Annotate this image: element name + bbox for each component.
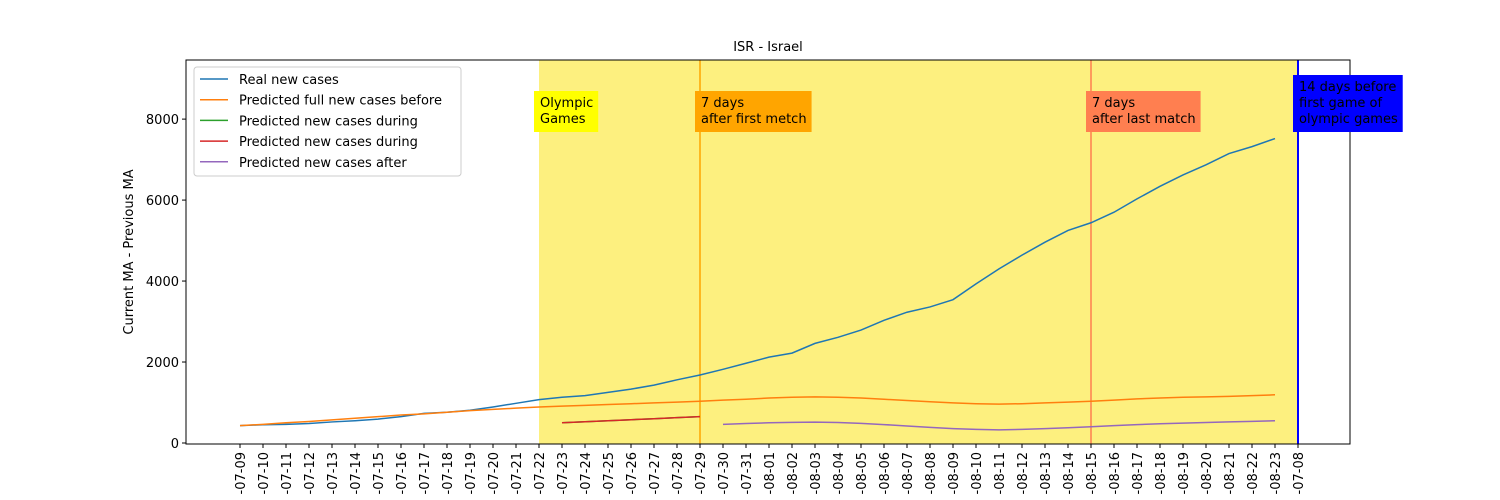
legend-box bbox=[193, 66, 462, 177]
plot-frame bbox=[185, 59, 1351, 445]
legend-label: Predicted new cases during bbox=[239, 135, 418, 150]
x-tick-label: -07-26 bbox=[625, 452, 640, 494]
legend-label: Real new cases bbox=[239, 73, 339, 88]
x-tick-label: -08-22 bbox=[1246, 452, 1261, 494]
series-line bbox=[561, 415, 701, 424]
y-tick-label: 6000 bbox=[146, 194, 179, 209]
x-tick-label: -08-04 bbox=[832, 452, 847, 494]
x-tick-label: -07-24 bbox=[579, 452, 594, 494]
x-tick-label: -08-21 bbox=[1223, 452, 1238, 494]
annotation-text: olympic games bbox=[1299, 112, 1398, 127]
x-tick-label: -08-19 bbox=[1177, 452, 1192, 494]
x-tick-label: -07-12 bbox=[303, 452, 318, 494]
x-tick-label: -07-25 bbox=[602, 452, 617, 494]
x-tick-label: -08-13 bbox=[1039, 452, 1054, 494]
x-tick-label: -08-11 bbox=[993, 452, 1008, 494]
x-tick-label: -07-20 bbox=[487, 452, 502, 494]
y-tick-label: 8000 bbox=[146, 113, 179, 128]
legend-label: Predicted full new cases before bbox=[239, 94, 442, 109]
y-tick-label: 2000 bbox=[146, 356, 179, 371]
x-tick-label: -07-31 bbox=[740, 452, 755, 494]
x-tick-label: -08-09 bbox=[947, 452, 962, 494]
x-tick-label: -08-18 bbox=[1154, 452, 1169, 494]
annotation-text: Games bbox=[540, 112, 586, 127]
x-tick-label: -08-17 bbox=[1131, 452, 1146, 494]
x-tick-label: -08-20 bbox=[1200, 452, 1215, 494]
x-tick-label: -07-10 bbox=[257, 452, 272, 494]
annotation-text: 7 days bbox=[1092, 96, 1135, 111]
x-tick-label: -07-22 bbox=[533, 452, 548, 494]
x-tick-label: -07-30 bbox=[717, 452, 732, 494]
legend-label: Predicted new cases after bbox=[239, 156, 407, 171]
annotation-text: after last match bbox=[1092, 112, 1196, 127]
x-tick-label: -07-29 bbox=[694, 452, 709, 494]
x-tick-label: -07-23 bbox=[556, 452, 571, 494]
x-tick-label: -08-12 bbox=[1016, 452, 1031, 494]
legend-label: Predicted new cases during bbox=[239, 114, 418, 129]
annotation-text: 14 days before bbox=[1299, 80, 1396, 95]
annotation-text: 7 days bbox=[701, 96, 744, 111]
x-tick-label: -08-10 bbox=[970, 452, 985, 494]
annotation-box bbox=[1293, 75, 1403, 132]
annotation-box bbox=[1086, 91, 1201, 132]
series-line bbox=[722, 419, 1276, 431]
x-tick-label: -07-27 bbox=[648, 452, 663, 494]
x-tick-label: -07-15 bbox=[372, 452, 387, 494]
x-tick-label: -07-11 bbox=[280, 452, 295, 494]
x-tick-label: -08-03 bbox=[809, 452, 824, 494]
x-tick-label: -08-01 bbox=[763, 452, 778, 494]
x-tick-label: -07-16 bbox=[395, 452, 410, 494]
x-tick-label: -08-06 bbox=[878, 452, 893, 494]
x-tick-label: -08-16 bbox=[1108, 452, 1123, 494]
x-tick-label: -07-13 bbox=[326, 452, 341, 494]
y-tick-label: 4000 bbox=[146, 275, 179, 290]
x-tick-label: -07-21 bbox=[510, 452, 525, 494]
x-tick-label: -07-14 bbox=[349, 452, 364, 494]
x-tick-label: -08-05 bbox=[855, 452, 870, 494]
x-tick-label: -07-08 bbox=[1292, 452, 1307, 494]
annotation-text: Olympic bbox=[540, 96, 593, 111]
x-tick-label: -07-18 bbox=[441, 452, 456, 494]
y-tick-label: 0 bbox=[171, 437, 179, 452]
y-axis-label: Current MA - Previous MA bbox=[122, 169, 137, 334]
x-tick-label: -08-15 bbox=[1085, 452, 1100, 494]
chart-title: ISR - Israel bbox=[733, 40, 803, 55]
annotation-box bbox=[534, 91, 599, 132]
annotation-text: first game of bbox=[1299, 96, 1383, 111]
series-line bbox=[239, 394, 1276, 427]
x-tick-label: -07-09 bbox=[234, 452, 249, 494]
x-tick-label: -08-14 bbox=[1062, 452, 1077, 494]
x-tick-label: -07-28 bbox=[671, 452, 686, 494]
x-tick-label: -08-08 bbox=[924, 452, 939, 494]
x-tick-label: -08-07 bbox=[901, 452, 916, 494]
legend: Real new cases Predicted full new cases b… bbox=[193, 66, 462, 177]
annotation-box bbox=[695, 91, 812, 132]
x-tick-label: -07-17 bbox=[418, 452, 433, 494]
x-tick-label: -08-02 bbox=[786, 452, 801, 494]
annotation-text: after first metch bbox=[701, 112, 807, 127]
x-tick-label: -07-19 bbox=[464, 452, 479, 494]
x-tick-label: -08-23 bbox=[1269, 452, 1284, 494]
